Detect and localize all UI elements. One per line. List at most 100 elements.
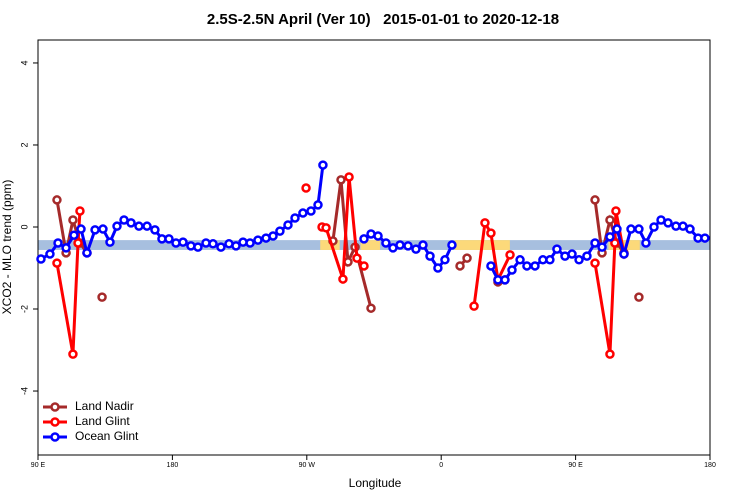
data-point — [150, 225, 160, 235]
data-point — [425, 251, 435, 261]
data-point — [253, 235, 263, 245]
data-point — [619, 249, 629, 259]
data-point — [301, 183, 311, 193]
data-point — [530, 261, 540, 271]
chart-title: 2.5S-2.5N April (Ver 10) 2015-01-01 to 2… — [207, 11, 559, 28]
data-point — [626, 224, 636, 234]
reference-band — [320, 240, 340, 250]
data-point — [52, 258, 62, 268]
data-point — [208, 239, 218, 249]
data-point — [486, 261, 496, 271]
data-point — [268, 231, 278, 241]
data-point — [634, 224, 644, 234]
data-point — [611, 206, 621, 216]
data-point — [216, 242, 226, 252]
legend-label: Land Nadir — [75, 399, 134, 413]
data-point — [552, 244, 562, 254]
data-point — [663, 218, 673, 228]
data-point — [582, 251, 592, 261]
data-point — [69, 230, 79, 240]
data-point — [500, 275, 510, 285]
data-point — [590, 238, 600, 248]
data-point — [469, 301, 479, 311]
y-tick-label: 4 — [19, 60, 29, 65]
x-tick-label: 90 W — [299, 462, 316, 469]
data-point — [231, 241, 241, 251]
y-axis-label: XCO2 - MLO trend (ppm) — [0, 180, 14, 315]
data-point — [283, 220, 293, 230]
data-point — [344, 172, 354, 182]
data-point — [522, 261, 532, 271]
data-point — [418, 240, 428, 250]
data-point — [605, 232, 615, 242]
x-tick-label: 90 E — [31, 462, 46, 469]
data-point — [126, 218, 136, 228]
data-point — [649, 222, 659, 232]
x-tick-label: 90 E — [568, 462, 583, 469]
legend-swatch-marker — [50, 402, 60, 412]
data-point — [605, 215, 615, 225]
data-point — [112, 221, 122, 231]
data-point — [685, 224, 695, 234]
data-point — [574, 255, 584, 265]
data-point — [366, 303, 376, 313]
data-point — [359, 234, 369, 244]
data-point — [480, 218, 490, 228]
data-point — [245, 238, 255, 248]
data-point — [164, 234, 174, 244]
x-tick-label: 180 — [704, 462, 716, 469]
data-point — [178, 237, 188, 247]
data-point — [590, 258, 600, 268]
data-point — [433, 263, 443, 273]
data-point — [134, 221, 144, 231]
y-tick-label: -4 — [19, 387, 29, 395]
data-point — [590, 195, 600, 205]
data-point — [605, 349, 615, 359]
reference-band — [360, 240, 380, 250]
data-point — [700, 233, 710, 243]
data-point — [98, 224, 108, 234]
data-point — [45, 249, 55, 259]
data-point — [90, 225, 100, 235]
data-point — [634, 292, 644, 302]
data-point — [318, 160, 328, 170]
data-point — [597, 242, 607, 252]
legend-swatch-marker — [50, 432, 60, 442]
data-point — [336, 175, 346, 185]
data-point — [373, 231, 383, 241]
data-point — [73, 238, 83, 248]
data-point — [53, 238, 63, 248]
data-point — [298, 208, 308, 218]
data-point — [395, 240, 405, 250]
data-point — [612, 224, 622, 234]
data-point — [567, 249, 577, 259]
data-point — [610, 238, 620, 248]
data-point — [455, 261, 465, 271]
data-point — [486, 228, 496, 238]
data-point — [507, 265, 517, 275]
data-point — [515, 255, 525, 265]
legend-label: Land Glint — [75, 414, 130, 428]
y-tick-label: 0 — [19, 224, 29, 229]
legend-label: Ocean Glint — [75, 429, 139, 443]
series-line — [55, 176, 626, 355]
data-point — [462, 253, 472, 263]
data-point — [359, 261, 369, 271]
legend-swatch-marker — [50, 417, 60, 427]
data-point — [142, 221, 152, 231]
data-point — [338, 274, 348, 284]
y-tick-label: -2 — [19, 305, 29, 313]
data-point — [275, 226, 285, 236]
data-point — [641, 238, 651, 248]
data-point — [82, 248, 92, 258]
x-axis-label: Longitude — [349, 476, 402, 490]
data-point — [321, 223, 331, 233]
data-point — [403, 241, 413, 251]
data-point — [61, 243, 71, 253]
data-point — [447, 240, 457, 250]
x-tick-label: 180 — [167, 462, 179, 469]
data-point — [352, 253, 362, 263]
data-point — [68, 349, 78, 359]
data-point — [75, 206, 85, 216]
